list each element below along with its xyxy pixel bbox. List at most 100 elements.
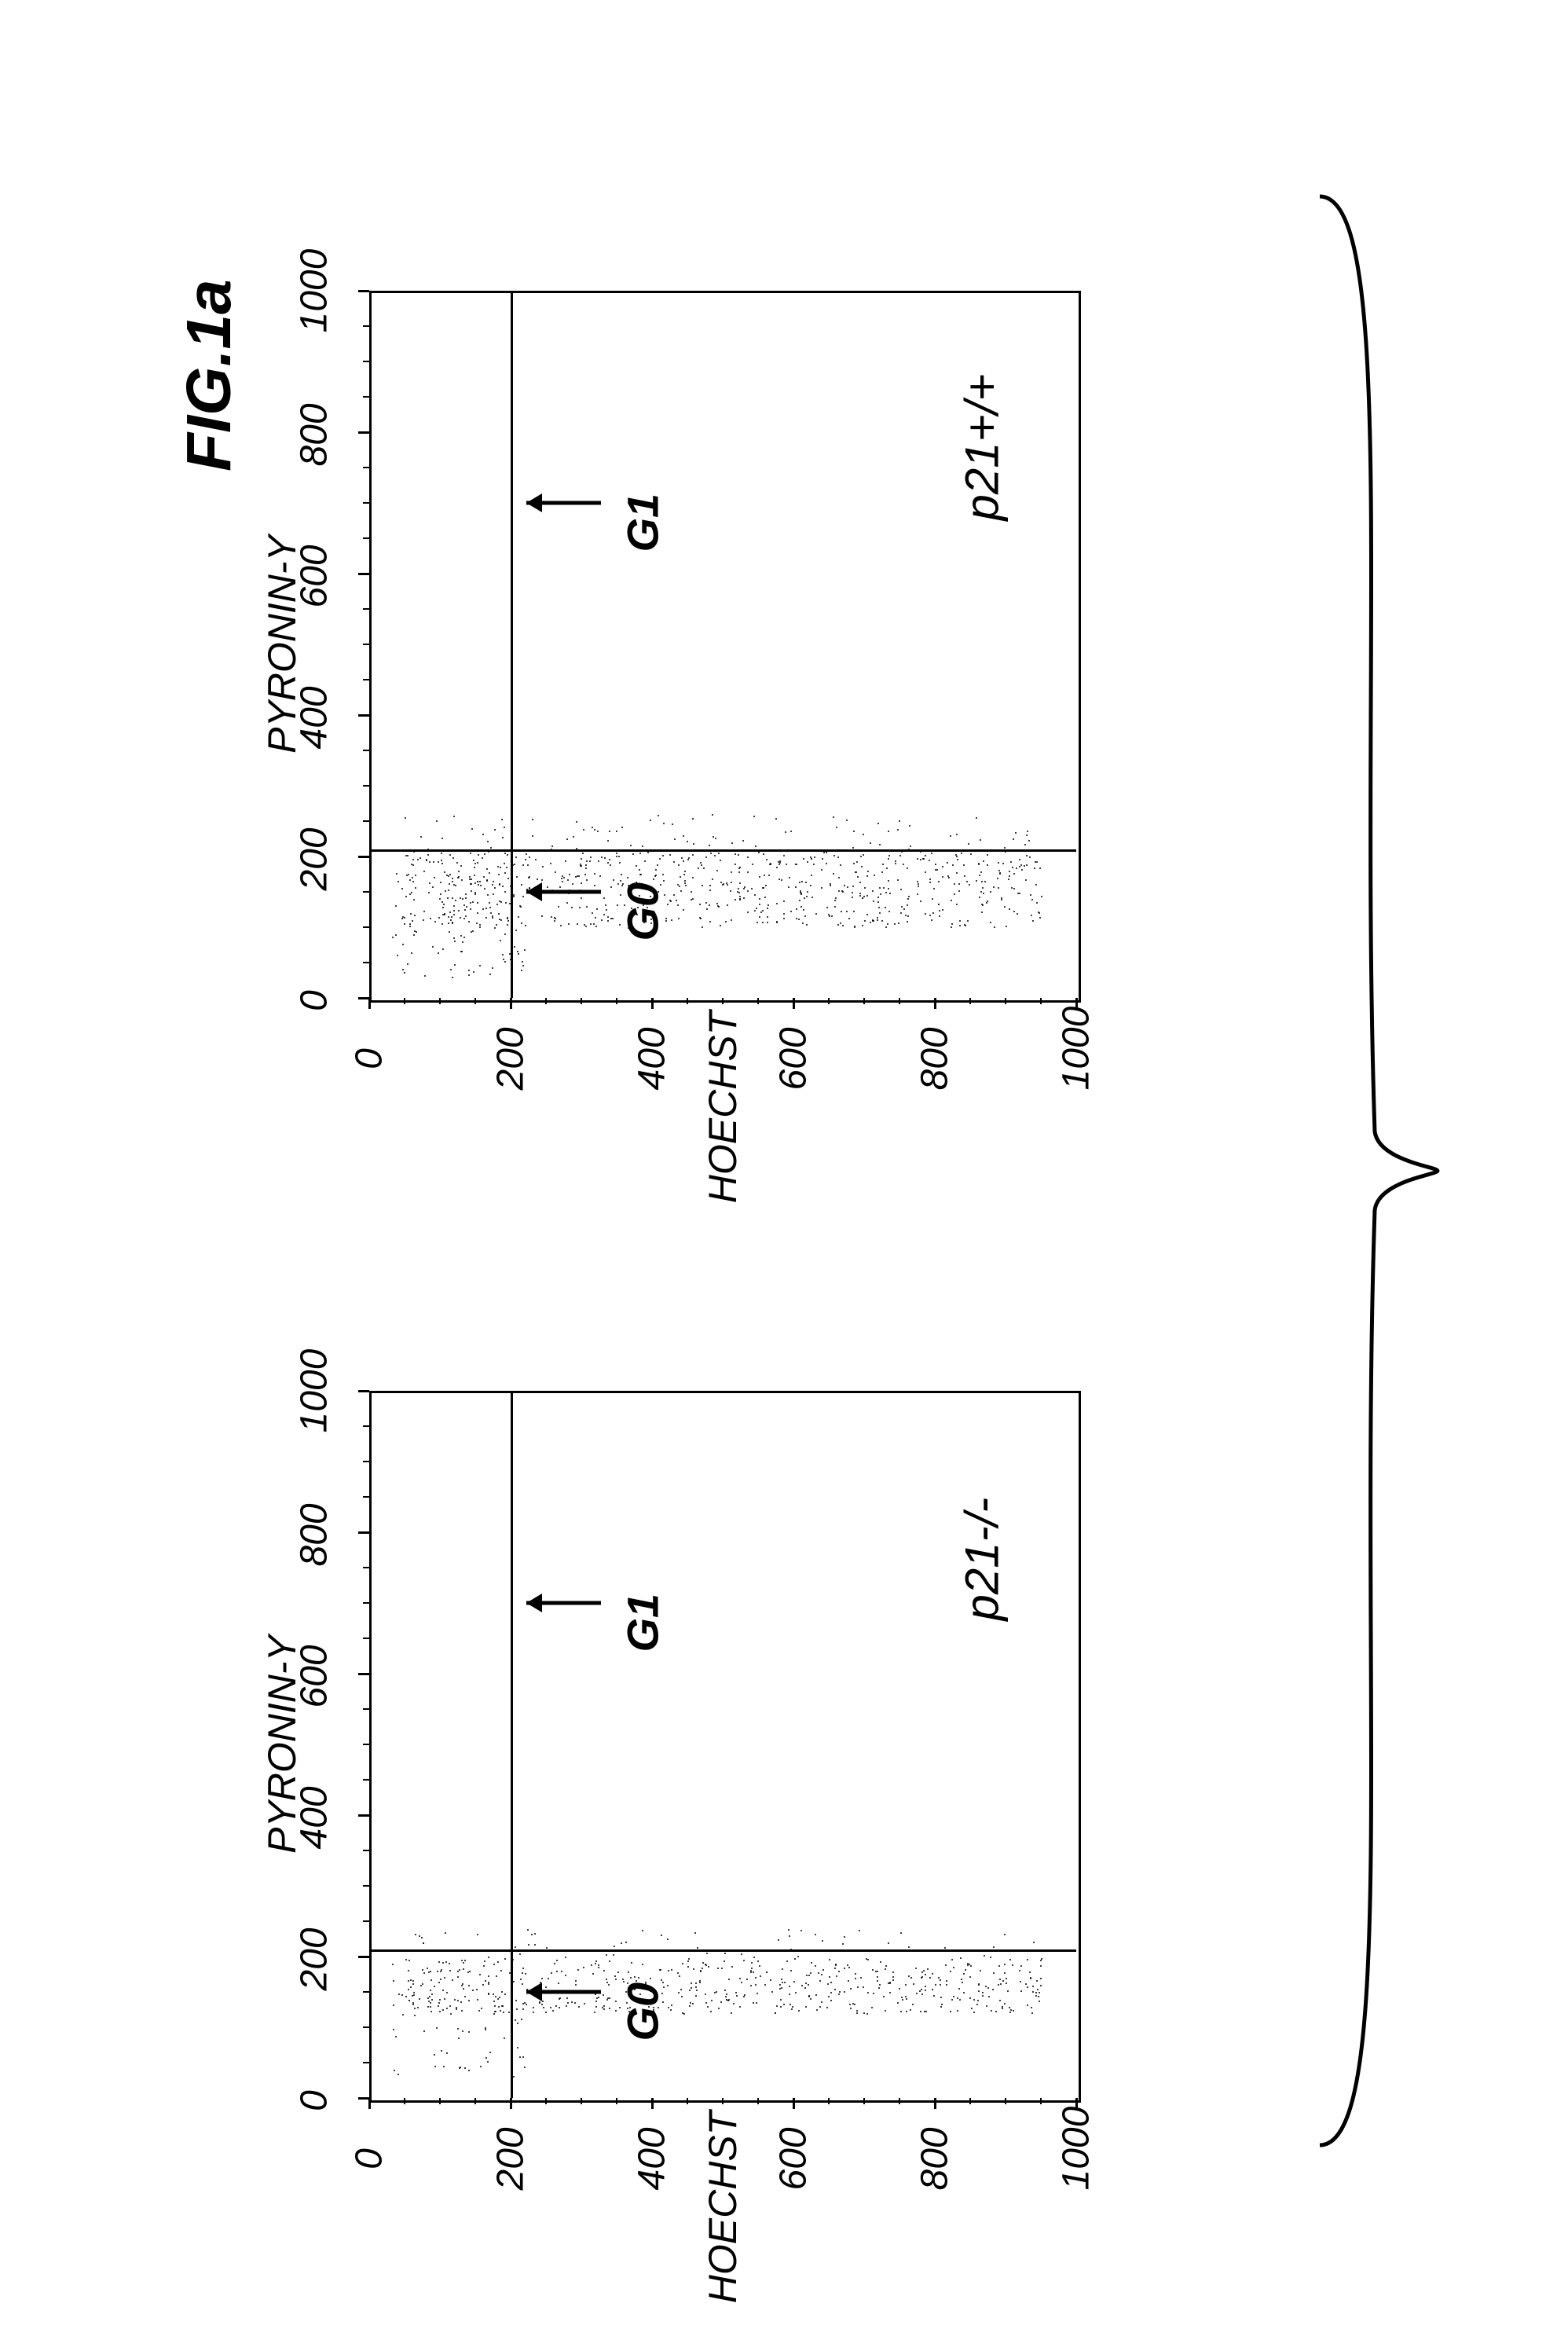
scatter-dot [416,931,417,933]
scatter-dot [397,881,399,882]
scatter-dot [485,2027,486,2029]
scatter-dot [927,1968,929,1970]
scatter-dot [460,897,461,899]
scatter-dot [804,1987,806,1989]
scatter-dot [747,856,749,858]
scatter-dot [472,930,474,932]
scatter-dot [412,2004,414,2005]
y-minor-tick [363,1920,369,1922]
scatter-dot [958,890,960,892]
scatter-dot [1039,867,1041,869]
scatter-dot [854,926,855,928]
scatter-dot [513,896,515,897]
gate-line-v-wt [511,291,513,998]
scatter-dot [1024,865,1025,867]
scatter-dot [474,863,476,864]
scatter-dot [504,1993,506,1995]
scatter-dot [822,858,823,860]
scatter-dot [608,1984,610,1986]
scatter-dot [925,1986,926,1987]
scatter-dot [483,1965,485,1967]
scatter-dot [687,841,688,842]
scatter-dot [856,2012,858,2014]
scatter-dot [710,853,712,854]
scatter-dot [421,1937,423,1938]
scatter-dot [955,854,957,856]
panel-p21-wt: p21+/+ G1 G0 HOECHST PYRONIN-Y 020040060… [283,212,1241,1108]
scatter-dot [959,925,961,926]
scatter-dot [404,917,405,919]
scatter-dot [705,1993,706,1995]
scatter-dot [833,855,835,856]
scatter-dot [680,1989,682,1990]
scatter-dot [565,860,566,862]
scatter-dot [493,881,494,882]
scatter-dot [750,1971,752,1973]
scatter-dot [419,857,421,859]
x-tick-label: 400 [631,2128,674,2191]
scatter-dot [754,894,756,896]
scatter-dot [990,891,991,893]
scatter-dot [942,909,943,911]
scatter-dot [741,1982,742,1983]
scatter-dot [836,1975,837,1977]
scatter-dot [910,845,911,847]
scatter-dot [502,954,504,955]
scatter-dot [720,882,722,883]
scatter-dot [504,933,506,935]
scatter-dot [476,1989,478,1990]
scatter-dot [606,1999,608,2001]
scatter-dot [438,2002,440,2004]
scatter-dot [821,2001,822,2003]
scatter-dot [953,1967,954,1968]
scatter-dot [779,1988,781,1990]
scatter-dot [410,1979,412,1981]
scatter-dot [1020,1981,1021,1982]
scatter-dot [592,827,593,828]
scatter-dot [756,2002,757,2004]
scatter-dot [470,908,471,910]
scatter-dot [590,923,592,925]
scatter-dot [432,946,434,948]
scatter-dot [855,871,856,873]
y-tick-mark [358,1673,369,1675]
scatter-dot [412,1983,414,1985]
scatter-dot [473,971,474,973]
scatter-dot [461,2010,463,2012]
scatter-dot [474,875,475,876]
scatter-dot [468,970,470,971]
scatter-dot [583,829,584,831]
scatter-dot [775,2012,776,2014]
scatter-dot [764,1984,766,1986]
y-minor-tick [363,1779,369,1781]
scatter-dot [800,906,802,908]
scatter-dot [412,1980,414,1982]
scatter-dot [803,858,804,860]
scatter-dot [899,820,900,822]
scatter-dot [440,882,441,883]
scatter-dot [428,892,430,893]
scatter-dot [581,882,582,884]
scatter-dot [589,1990,591,1992]
scatter-dot [889,1982,891,1984]
scatter-dot [1012,1964,1013,1966]
scatter-dot [501,1991,503,1993]
scatter-dot [441,838,443,839]
scatter-dot [568,893,570,894]
scatter-dot [795,1992,797,1993]
scatter-dot [402,2014,404,2015]
scatter-dot [498,874,500,875]
scatter-dot [441,1969,442,1971]
scatter-dot [441,2050,442,2052]
scatter-dot [1009,1959,1011,1960]
scatter-dot [454,1999,456,2001]
scatter-dot [578,875,580,877]
scatter-dot [689,2005,691,2007]
scatter-dot [907,915,909,917]
scatter-dot [485,2029,486,2030]
scatter-dot [438,1961,440,1963]
scatter-dot [797,1956,799,1957]
scatter-dot [935,1984,936,1986]
scatter-dot [980,891,982,893]
scatter-dot [988,1996,990,1997]
